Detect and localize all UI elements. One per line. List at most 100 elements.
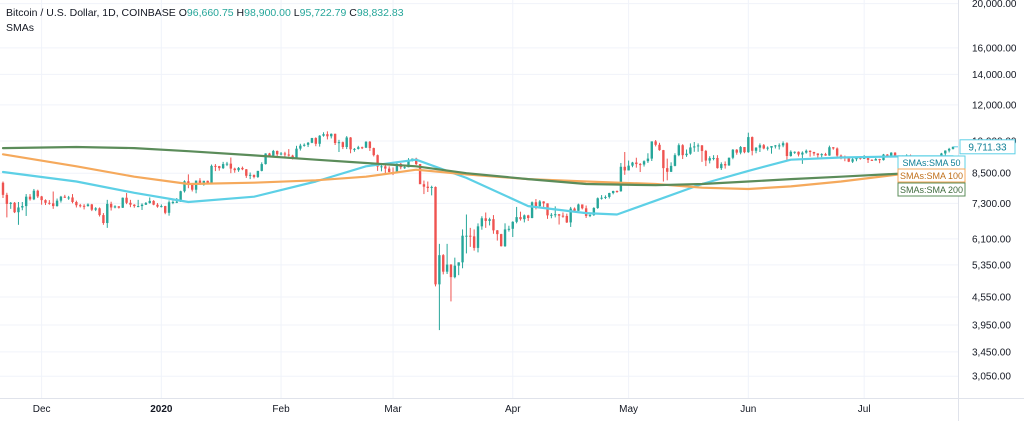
- candle[interactable]: [109, 201, 113, 211]
- candle[interactable]: [445, 243, 449, 275]
- candle[interactable]: [48, 200, 51, 205]
- candle[interactable]: [828, 145, 831, 156]
- candle[interactable]: [191, 183, 194, 192]
- candle[interactable]: [287, 149, 290, 157]
- candle[interactable]: [789, 150, 793, 157]
- candle[interactable]: [631, 161, 634, 168]
- candle[interactable]: [345, 136, 348, 150]
- candle[interactable]: [449, 264, 453, 302]
- candle[interactable]: [1, 181, 5, 198]
- candle[interactable]: [658, 142, 661, 151]
- candle[interactable]: [5, 192, 9, 218]
- candle[interactable]: [295, 145, 298, 159]
- candle[interactable]: [604, 195, 607, 200]
- candle[interactable]: [627, 160, 630, 171]
- candle[interactable]: [52, 191, 55, 209]
- candle[interactable]: [638, 162, 642, 173]
- candle[interactable]: [357, 145, 360, 150]
- candle[interactable]: [71, 194, 74, 204]
- candle[interactable]: [669, 162, 673, 173]
- candle[interactable]: [677, 143, 681, 157]
- candle[interactable]: [623, 151, 626, 175]
- candle[interactable]: [550, 213, 553, 219]
- candle[interactable]: [13, 201, 16, 214]
- candle[interactable]: [310, 137, 314, 144]
- candle[interactable]: [40, 195, 43, 205]
- candle[interactable]: [136, 199, 140, 208]
- candle[interactable]: [685, 149, 688, 157]
- candle[interactable]: [55, 198, 59, 207]
- candle[interactable]: [75, 200, 78, 208]
- candle[interactable]: [662, 149, 665, 182]
- candle[interactable]: [666, 158, 669, 181]
- candle[interactable]: [654, 140, 657, 147]
- candle[interactable]: [121, 197, 124, 209]
- candle[interactable]: [248, 172, 252, 180]
- candle[interactable]: [303, 143, 306, 147]
- candle[interactable]: [642, 160, 646, 167]
- candle[interactable]: [63, 194, 66, 198]
- candle[interactable]: [808, 150, 812, 157]
- candle[interactable]: [113, 205, 117, 209]
- candle[interactable]: [225, 161, 229, 167]
- candle[interactable]: [438, 243, 441, 331]
- candle[interactable]: [712, 155, 715, 161]
- candle[interactable]: [163, 205, 167, 215]
- candle[interactable]: [511, 221, 514, 237]
- candle[interactable]: [851, 157, 854, 163]
- candle[interactable]: [693, 141, 696, 152]
- candle[interactable]: [67, 195, 70, 200]
- candle[interactable]: [106, 199, 109, 228]
- candle[interactable]: [360, 146, 364, 150]
- candle[interactable]: [673, 153, 677, 167]
- candle[interactable]: [152, 200, 155, 206]
- candle[interactable]: [696, 143, 700, 152]
- candle[interactable]: [465, 214, 468, 254]
- candle[interactable]: [353, 148, 356, 152]
- candle[interactable]: [44, 199, 47, 205]
- candle[interactable]: [596, 197, 599, 209]
- candle[interactable]: [681, 144, 684, 160]
- candle[interactable]: [384, 164, 387, 175]
- candle[interactable]: [442, 254, 445, 275]
- candle[interactable]: [805, 149, 808, 154]
- candle[interactable]: [561, 212, 565, 218]
- candle[interactable]: [279, 151, 283, 156]
- candle[interactable]: [469, 227, 472, 247]
- candle[interactable]: [538, 200, 541, 208]
- candle[interactable]: [812, 151, 816, 156]
- candle[interactable]: [218, 165, 221, 171]
- candle[interactable]: [148, 197, 151, 204]
- candle[interactable]: [133, 204, 136, 208]
- candle[interactable]: [306, 141, 310, 148]
- candle[interactable]: [496, 230, 499, 241]
- candle[interactable]: [82, 204, 86, 210]
- candle[interactable]: [870, 159, 874, 161]
- series-line-sma-50[interactable]: [1, 155, 955, 216]
- candle[interactable]: [488, 217, 491, 226]
- candle[interactable]: [484, 212, 487, 228]
- candle[interactable]: [368, 141, 372, 151]
- candle[interactable]: [372, 147, 375, 157]
- candle[interactable]: [194, 180, 198, 194]
- candle[interactable]: [770, 146, 773, 154]
- candle[interactable]: [557, 213, 561, 225]
- candle[interactable]: [735, 149, 738, 155]
- legend-row-indicator[interactable]: SMAs: [6, 22, 35, 34]
- candle[interactable]: [793, 151, 796, 154]
- candle[interactable]: [24, 194, 28, 216]
- candle[interactable]: [426, 181, 429, 193]
- candle[interactable]: [584, 205, 588, 218]
- candle[interactable]: [434, 186, 437, 287]
- candle[interactable]: [160, 204, 163, 208]
- candle[interactable]: [422, 180, 426, 195]
- candle[interactable]: [781, 141, 785, 148]
- candle[interactable]: [778, 143, 781, 150]
- candle[interactable]: [94, 207, 97, 212]
- candle[interactable]: [581, 204, 584, 210]
- candle[interactable]: [461, 229, 464, 269]
- candle[interactable]: [387, 166, 391, 173]
- candle[interactable]: [635, 157, 638, 168]
- candle[interactable]: [743, 147, 746, 154]
